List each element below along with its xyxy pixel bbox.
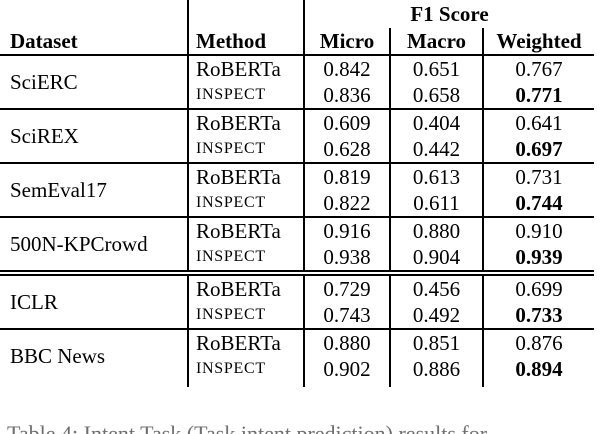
cell-macro: 0.456: [389, 270, 483, 302]
cell-macro: 0.904: [389, 244, 483, 273]
cell-method: RoBERTa: [187, 216, 304, 244]
cell-dataset: BBC News: [0, 328, 188, 382]
table-row: INSPECT 0.902 0.886 0.894: [0, 356, 595, 382]
cell-macro: 0.613: [389, 162, 483, 190]
cell-weighted: 0.771: [481, 82, 595, 109]
table-row: 500N-KPCrowd RoBERTa 0.916 0.880 0.910: [0, 216, 595, 273]
table-row: INSPECT 0.836 0.658 0.771: [0, 82, 595, 109]
cell-macro: 0.404: [389, 108, 483, 136]
cell-method: RoBERTa: [187, 328, 304, 356]
table-row: INSPECT 0.743 0.492 0.733: [0, 302, 595, 329]
cell-weighted: 0.910: [481, 216, 595, 244]
cell-micro: 0.628: [303, 136, 390, 163]
cell-method: INSPECT: [187, 302, 304, 329]
cell-weighted: 0.876: [481, 328, 595, 356]
cell-weighted: 0.733: [481, 302, 595, 329]
cell-method: INSPECT: [187, 244, 304, 273]
cell-micro: 0.916: [303, 216, 390, 244]
cell-weighted: 0.767: [481, 55, 595, 82]
cell-macro: 0.851: [389, 328, 483, 356]
cell-weighted: 0.939: [481, 244, 595, 273]
cell-method: INSPECT: [187, 356, 304, 382]
cell-weighted: 0.744: [481, 190, 595, 217]
column-header-weighted: Weighted: [481, 28, 595, 56]
cell-weighted: 0.731: [481, 162, 595, 190]
table-caption-text: Table 4: Intent Task (Task intent predic…: [7, 421, 488, 434]
cell-micro: 0.743: [303, 302, 390, 329]
column-header-micro: Micro: [303, 28, 390, 56]
cell-micro: 0.842: [303, 55, 390, 82]
table-row: SemEval17 RoBERTa 0.819 0.613 0.731: [0, 162, 595, 217]
cell-macro: 0.651: [389, 55, 483, 82]
cell-micro: 0.938: [303, 244, 390, 273]
header-spacer-dataset: [0, 0, 188, 28]
cell-method: INSPECT: [187, 82, 304, 109]
cell-micro: 0.819: [303, 162, 390, 190]
cell-dataset: 500N-KPCrowd: [0, 216, 188, 273]
vertical-rule-stub: [389, 382, 483, 387]
cell-dataset: SciREX: [0, 108, 188, 163]
cell-dataset: SemEval17: [0, 162, 188, 217]
cell-method: RoBERTa: [187, 55, 304, 82]
table-row: INSPECT 0.938 0.904 0.939: [0, 244, 595, 273]
column-header-method: Method: [187, 28, 304, 56]
f1-score-group-header: F1 Score: [302, 0, 595, 28]
cell-weighted: 0.699: [481, 270, 595, 302]
vertical-rule-stub: [481, 382, 595, 387]
cell-micro: 0.902: [303, 356, 390, 382]
cell-method: INSPECT: [187, 136, 304, 163]
cell-method: INSPECT: [187, 190, 304, 217]
table-row: SciREX RoBERTa 0.609 0.404 0.641: [0, 108, 595, 163]
cell-micro: 0.609: [303, 108, 390, 136]
f1-results-table: F1 Score Dataset Method Micro Macro Weig…: [0, 0, 595, 387]
table-row: INSPECT 0.822 0.611 0.744: [0, 190, 595, 217]
column-header-dataset: Dataset: [0, 28, 188, 56]
vertical-rule-stub: [187, 382, 304, 387]
cell-micro: 0.822: [303, 190, 390, 217]
cell-macro: 0.611: [389, 190, 483, 217]
table-row: SciERC RoBERTa 0.842 0.651 0.767: [0, 55, 595, 94]
table-row: ICLR RoBERTa 0.729 0.456 0.699: [0, 270, 595, 329]
cell-micro: 0.880: [303, 328, 390, 356]
stub-spacer: [0, 382, 188, 387]
cell-macro: 0.886: [389, 356, 483, 382]
table-header-row-group: F1 Score: [0, 0, 595, 28]
cell-dataset: ICLR: [0, 270, 188, 329]
table-row: INSPECT 0.628 0.442 0.697: [0, 136, 595, 163]
cell-weighted: 0.697: [481, 136, 595, 163]
vertical-rule-stub: [303, 382, 390, 387]
cell-method: RoBERTa: [187, 270, 304, 302]
table-bottom-rule-stubs: [0, 382, 595, 387]
cell-micro: 0.729: [303, 270, 390, 302]
column-header-macro: Macro: [389, 28, 483, 56]
cell-dataset: SciERC: [10, 69, 78, 94]
cell-micro: 0.836: [303, 82, 390, 109]
cell-macro: 0.442: [389, 136, 483, 163]
cell-macro: 0.880: [389, 216, 483, 244]
cell-macro: 0.492: [389, 302, 483, 329]
table-row: BBC News RoBERTa 0.880 0.851 0.876: [0, 328, 595, 382]
cell-weighted: 0.894: [481, 356, 595, 382]
cell-method: RoBERTa: [187, 162, 304, 190]
cell-method: RoBERTa: [187, 108, 304, 136]
header-spacer-method: [187, 0, 304, 28]
cell-macro: 0.658: [389, 82, 483, 109]
table-header-row-columns: Dataset Method Micro Macro Weighted: [0, 28, 595, 56]
cell-weighted: 0.641: [481, 108, 595, 136]
table-caption-clipped: Table 4: Intent Task (Task intent predic…: [0, 421, 602, 434]
